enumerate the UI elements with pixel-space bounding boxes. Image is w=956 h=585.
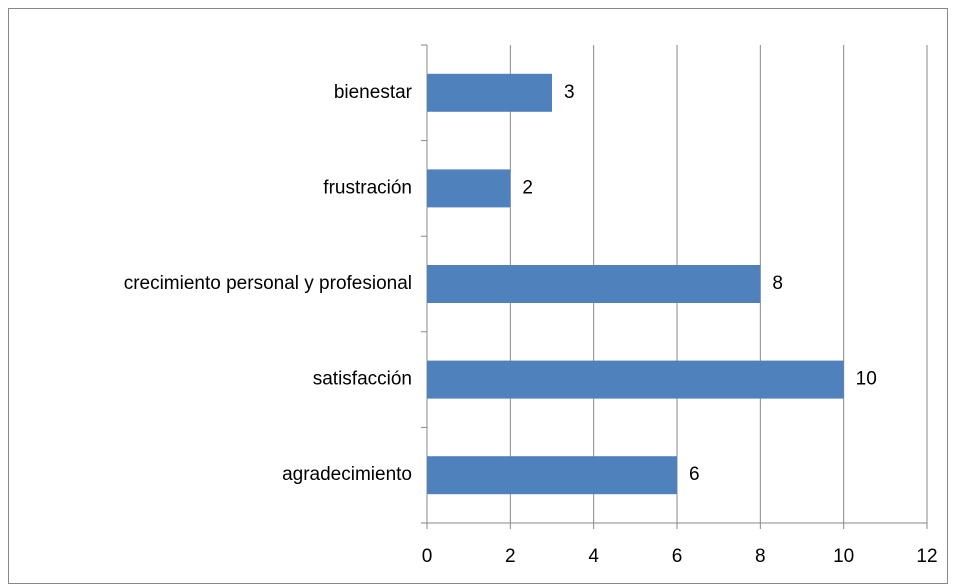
value-label: 6 xyxy=(689,464,700,485)
x-tick-label: 2 xyxy=(505,546,516,567)
x-tick-label: 6 xyxy=(672,546,683,567)
value-label: 3 xyxy=(564,82,575,103)
bar xyxy=(427,169,511,208)
y-tick-label: crecimiento personal y profesional xyxy=(124,273,412,294)
x-tick-label: 0 xyxy=(422,546,433,567)
bar xyxy=(427,73,552,112)
bar xyxy=(427,265,761,303)
y-tick-label: frustración xyxy=(323,177,412,198)
x-tick-label: 8 xyxy=(755,546,766,567)
value-label: 8 xyxy=(772,273,783,294)
bar xyxy=(427,456,677,495)
bar xyxy=(427,360,844,399)
x-tick-label: 4 xyxy=(588,546,599,567)
value-label: 2 xyxy=(522,177,533,198)
y-tick-label: satisfacción xyxy=(313,369,412,390)
value-label: 10 xyxy=(856,369,877,390)
y-tick-label: agradecimiento xyxy=(282,464,412,485)
x-tick-label: 10 xyxy=(833,546,854,567)
y-tick-label: bienestar xyxy=(334,82,413,103)
x-tick-label: 12 xyxy=(916,546,937,567)
